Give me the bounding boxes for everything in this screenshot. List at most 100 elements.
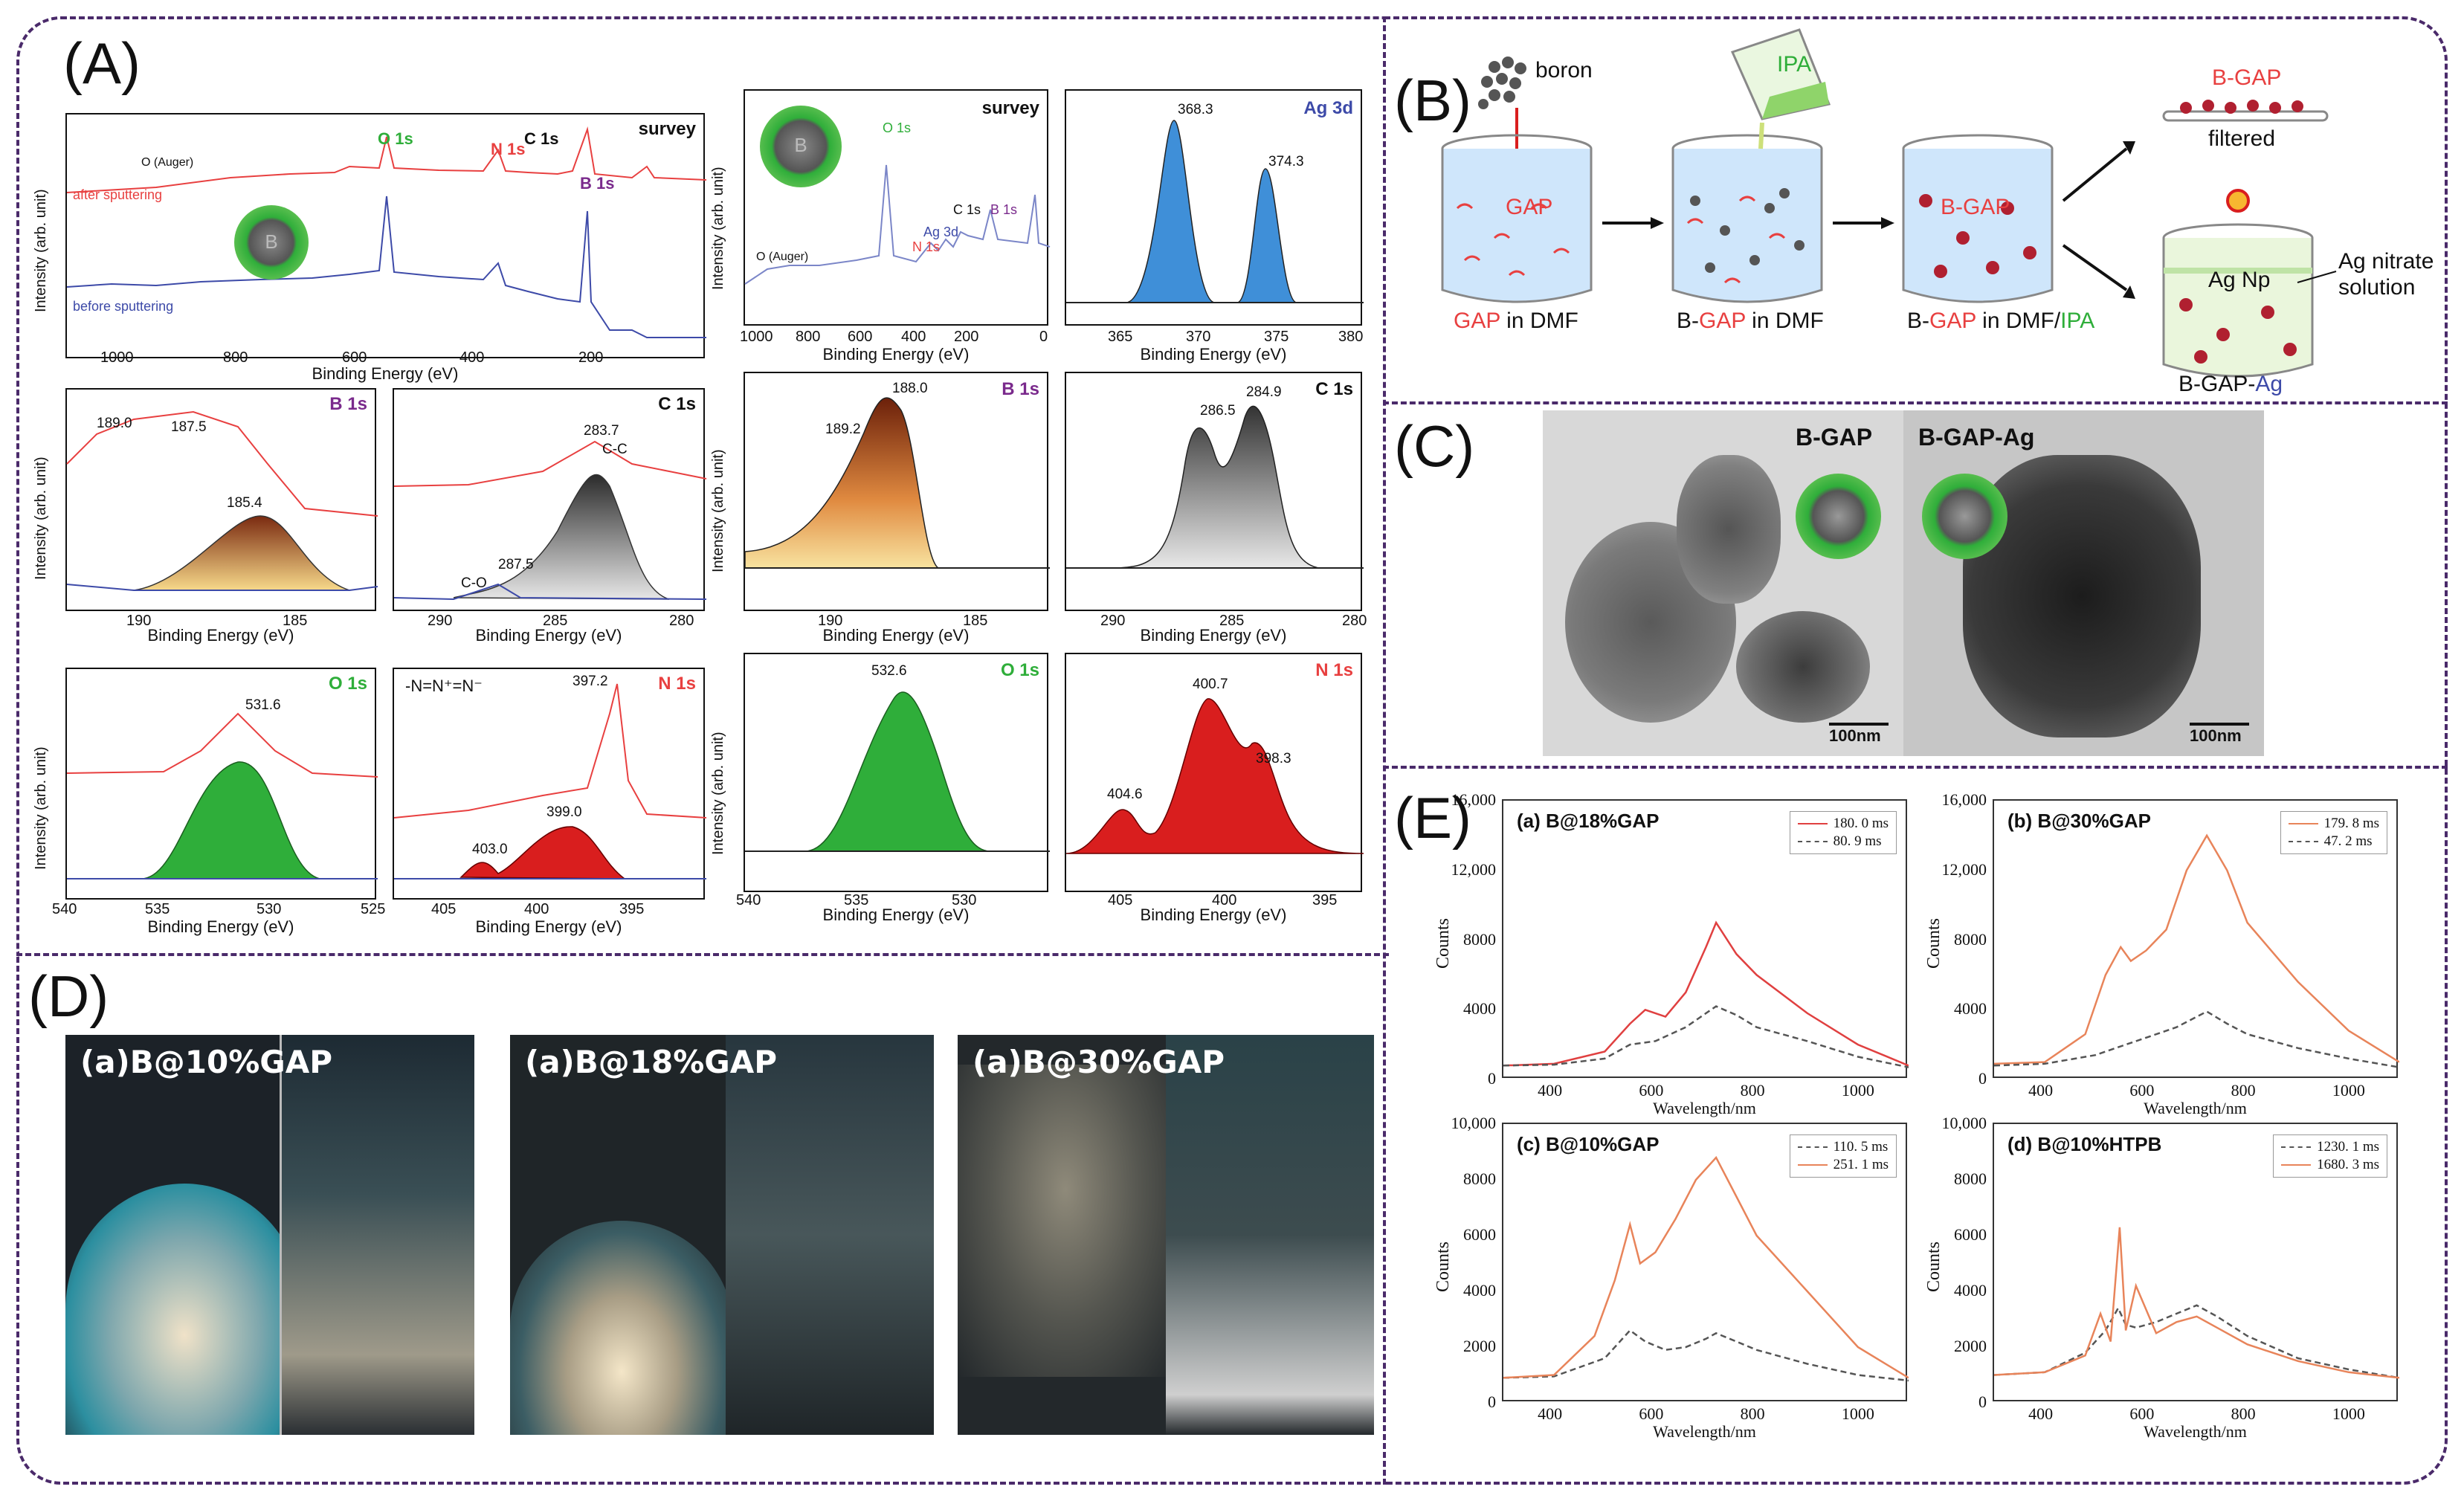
spectrum-3-series-1 — [1503, 1329, 1909, 1382]
n1s2-peak-fill — [1065, 698, 1364, 854]
legend-label: 251. 1 ms — [1833, 1157, 1889, 1172]
legend-swatch — [2281, 1164, 2312, 1166]
bgap-filtered-label: B-GAP — [2212, 65, 2282, 90]
spectrum-4-ytick: 8000 — [1954, 1169, 1987, 1188]
step3-b: B- — [1907, 309, 1929, 333]
panel-label-a: (A) — [63, 30, 141, 96]
survey-xtick-600: 600 — [342, 349, 367, 366]
survey2-peak-o1s: O 1s — [883, 120, 912, 135]
bgap-ag-tem-label: B-GAP-Ag — [1918, 424, 2035, 451]
boron-dots — [1478, 57, 1526, 109]
spectrum-3-ytick: 6000 — [1463, 1225, 1496, 1244]
step2-gap: GAP — [1699, 309, 1746, 333]
boron-label: boron — [1535, 58, 1593, 83]
n1s-fit-line — [393, 683, 707, 819]
spectrum-1-ytick: 12,000 — [1451, 859, 1497, 879]
bgap-ag-a: B-GAP- — [2178, 372, 2256, 396]
step2-b: B- — [1677, 309, 1699, 333]
ag3d-ann-368: 368.3 — [1178, 102, 1213, 117]
spectrum-4-series-2 — [1994, 1227, 2399, 1379]
peak-label-auger: O (Auger) — [141, 156, 194, 169]
step3-ipa: IPA — [2060, 309, 2095, 333]
spectrum-plot-1 — [1503, 920, 1909, 1068]
xps-survey-plot-1 — [66, 126, 707, 338]
legend-label: 1680. 3 ms — [2317, 1157, 2379, 1172]
tem-image-bgap: B-GAP 100nm — [1543, 410, 1903, 756]
c1s2-xtick-290: 290 — [1100, 613, 1126, 629]
combustion-photo-10: (a)B@10%GAP — [65, 1035, 474, 1435]
gap-in-beaker-label: GAP — [1506, 195, 1553, 219]
panel-b-diagram — [1441, 28, 2337, 378]
n1s2-xtick-395: 395 — [1312, 892, 1338, 908]
c1s-ann-283: 283.7 — [584, 423, 619, 439]
n1s-xtick-395: 395 — [619, 901, 645, 917]
o1s-xtick-525: 525 — [361, 901, 386, 917]
spectrum-2-ytick: 4000 — [1954, 999, 1987, 1019]
xps-b1s-chart: B 1s 189.0 187.5 185.4 — [65, 388, 378, 611]
legend-row: 110. 5 ms — [1797, 1138, 1889, 1156]
c1s-ann-cc: C-C — [602, 442, 628, 457]
scale-bar-left — [1829, 723, 1889, 726]
survey-xtick-1000: 1000 — [100, 349, 134, 366]
bgap-sphere-icon — [1796, 474, 1881, 559]
spectrum-2-ytick: 8000 — [1954, 929, 1987, 949]
c1s-xtick-280: 280 — [669, 613, 694, 629]
spectrum-4-ytick: 10,000 — [1941, 1114, 1987, 1132]
c1s2-peak-fill — [1110, 405, 1320, 569]
survey-xtick-200: 200 — [578, 349, 604, 366]
ipa-cup-icon — [1730, 28, 1831, 149]
spectrum-title-3: (c) B@10%GAP — [1517, 1133, 1660, 1155]
spectrum-1-ylabel: Counts — [1433, 917, 1453, 969]
xps-b1s-plot — [66, 410, 378, 591]
photo-divider-10 — [280, 1035, 282, 1435]
survey2-xtick-800: 800 — [796, 329, 821, 345]
legend-swatch — [1797, 1164, 1828, 1166]
survey-xtick-800: 800 — [223, 349, 248, 366]
legend-row: 180. 0 ms — [1797, 815, 1889, 833]
arrow-2-head — [1881, 217, 1894, 229]
c1s2-ann-284: 284.9 — [1246, 384, 1282, 400]
ag-np-label: Ag Np — [2208, 268, 2271, 292]
xps-o1s-plot — [66, 712, 378, 879]
ag-nitrate-label: Ag nitrate — [2338, 249, 2434, 274]
spectrum-4-xtick: 600 — [2129, 1404, 2155, 1423]
spectrum-2-xtick: 400 — [2028, 1081, 2054, 1100]
legend-row: 1680. 3 ms — [2281, 1156, 2379, 1174]
survey2-xtick-1000: 1000 — [740, 329, 773, 345]
spectrum-1-ytick: 16,000 — [1451, 790, 1497, 809]
spectrum-legend-2: 179. 8 ms 47. 2 ms — [2280, 811, 2387, 854]
legend-row: 179. 8 ms — [2288, 815, 2379, 833]
spectrum-4-ytick: 0 — [1978, 1392, 1987, 1411]
b1s-ylabel: Intensity (arb. unit) — [33, 456, 49, 580]
spectrum-3-ylabel: Counts — [1433, 1241, 1453, 1292]
o1s2-xlabel: Binding Energy (eV) — [822, 906, 970, 924]
spectrum-1-ytick: 4000 — [1463, 999, 1496, 1019]
survey2-peak-c1s: C 1s — [953, 202, 981, 217]
xps-n1s2-chart: N 1s 400.7 404.6 398.3 — [1065, 653, 1364, 892]
o1s-xtick-535: 535 — [145, 901, 170, 917]
plume-10-right — [281, 1035, 474, 1435]
spectrum-1-ytick: 0 — [1488, 1069, 1496, 1088]
b1s-base-line — [66, 584, 378, 591]
survey2-xlabel: Binding Energy (eV) — [822, 345, 970, 364]
panel-b-divider — [1383, 401, 2448, 404]
xps-o1s2-chart: O 1s 532.6 — [744, 653, 1050, 892]
n1s-xtick-400: 400 — [524, 901, 549, 917]
spectrum-2-ytick: 16,000 — [1941, 790, 1987, 809]
step1-gap: GAP — [1454, 309, 1500, 333]
spectrum-3-ytick: 10,000 — [1451, 1114, 1497, 1132]
spectrum-3-ytick: 2000 — [1463, 1337, 1496, 1355]
xps-n1s2-plot — [1065, 698, 1364, 854]
spectrum-4-ytick: 6000 — [1954, 1225, 1987, 1244]
survey2-ylabel: Intensity (arb. unit) — [710, 167, 726, 290]
spectrum-2-ytick: 0 — [1978, 1069, 1987, 1088]
b1s-title: B 1s — [329, 394, 367, 414]
o1s-peak-fill — [141, 761, 320, 879]
spectrum-4-xtick: 800 — [2231, 1404, 2256, 1423]
legend-row: 80. 9 ms — [1797, 833, 1889, 850]
spectrum-2-xtick: 600 — [2129, 1081, 2155, 1100]
xps-c1s-chart: C 1s 283.7 C-C 287.5 C-O — [393, 388, 707, 611]
spectrum-2-series-1 — [1994, 833, 2399, 1065]
xps-n1s-chart: N 1s -N=N⁺=N⁻ 397.2 399.0 403.0 — [393, 668, 707, 900]
b1s-ann-189: 189.0 — [97, 416, 132, 431]
